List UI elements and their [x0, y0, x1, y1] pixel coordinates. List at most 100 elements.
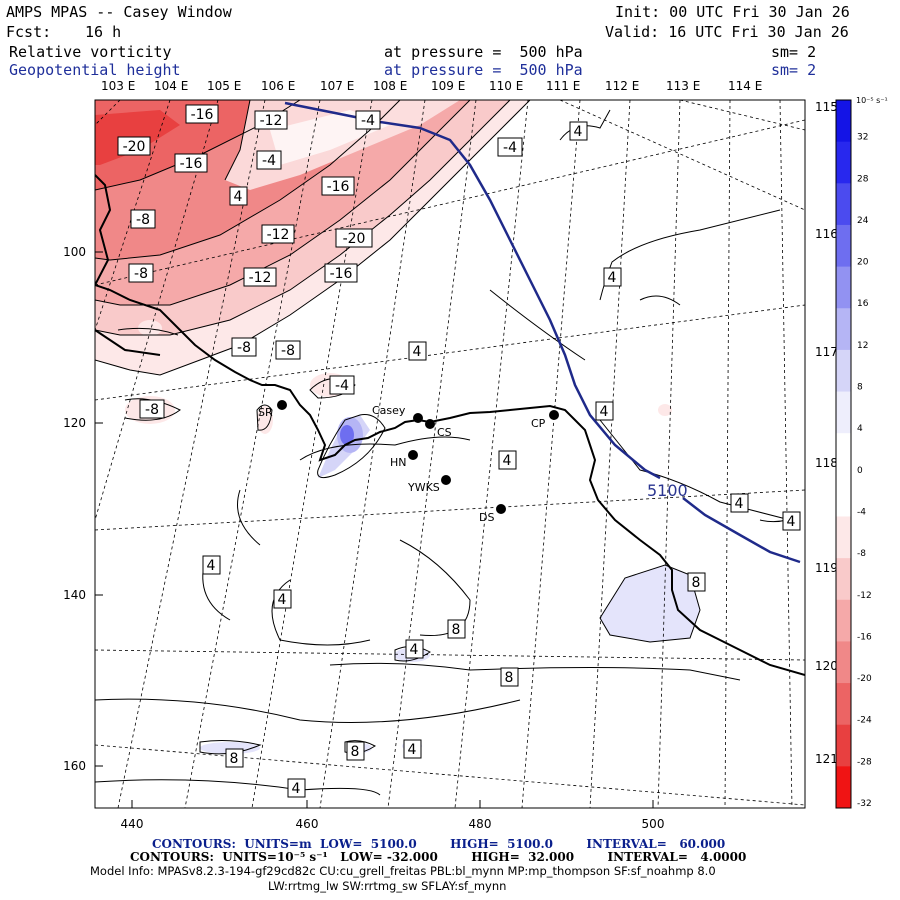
colorbar-label: -24 [857, 716, 872, 726]
contour-label: 8 [500, 667, 519, 687]
colorbar-cell [836, 266, 851, 309]
svg-text:460: 460 [296, 817, 319, 831]
colorbar-labels: 32 28 24 20 16 12 8 4 0 -4 -8 -12 -16 -20 -24 -28 -32 [857, 133, 872, 809]
svg-text:-8: -8 [237, 340, 251, 356]
footer-radiation-info: LW:rrtmg_lw SW:rrtmg_sw SFLAY:sf_mynn [268, 879, 507, 893]
contour-label: 4 [287, 778, 306, 798]
svg-text:4: 4 [735, 496, 744, 512]
colorbar-cell [836, 391, 851, 434]
contour-label: -4 [497, 137, 523, 157]
field2-pressure: at pressure = 500 hPa [384, 61, 583, 79]
field2-name: Geopotential height [9, 61, 181, 79]
colorbar-cells [836, 100, 851, 809]
station-dot-ds [496, 504, 506, 514]
station-dot-cs [425, 419, 435, 429]
colorbar: 10⁻⁵ s⁻¹ 32 28 24 20 16 12 8 4 0 -4 -8 -12 -16 -20 -24… [835, 96, 888, 809]
colorbar-label: -32 [857, 799, 872, 809]
map-title: AMPS MPAS -- Casey Window [6, 3, 232, 21]
colorbar-cell [836, 433, 851, 476]
svg-text:-12: -12 [267, 227, 290, 243]
plot-frame [94, 99, 806, 809]
station-dot-sr [277, 400, 287, 410]
svg-text:120: 120 [63, 416, 86, 430]
contour-label: -12 [243, 267, 277, 287]
contour-label: -8 [139, 399, 165, 419]
colorbar-label: 12 [857, 341, 868, 351]
svg-text:140: 140 [63, 588, 86, 602]
svg-text:-8: -8 [136, 212, 150, 228]
station-label-cp: CP [531, 417, 546, 430]
colorbar-label: 16 [857, 299, 869, 309]
colorbar-label: 0 [857, 466, 863, 476]
contour-label: -20 [335, 228, 373, 248]
svg-text:-8: -8 [134, 266, 148, 282]
contour-label: 8 [225, 748, 244, 768]
svg-text:4: 4 [608, 270, 617, 286]
svg-text:-4: -4 [361, 113, 375, 129]
colorbar-cell [836, 308, 851, 351]
contour-label: -16 [321, 176, 355, 196]
field2-smoothing: sm= 2 [771, 61, 817, 79]
svg-text:104 E: 104 E [154, 79, 188, 93]
station-dot-ywks [441, 475, 451, 485]
svg-text:8: 8 [230, 751, 239, 767]
svg-text:-12: -12 [249, 270, 272, 286]
height-contour-label: 5100 [647, 481, 688, 500]
contour-label: 4 [603, 267, 622, 287]
svg-text:-4: -4 [335, 378, 349, 394]
contour-label: -4 [355, 110, 381, 130]
contour-label: -12 [261, 224, 295, 244]
svg-text:-12: -12 [260, 113, 283, 129]
svg-text:500: 500 [642, 817, 665, 831]
colorbar-label: -4 [857, 507, 866, 517]
svg-text:113 E: 113 E [666, 79, 700, 93]
svg-text:4: 4 [292, 781, 301, 797]
field1-name: Relative vorticity [9, 43, 172, 61]
svg-text:4: 4 [503, 453, 512, 469]
svg-text:-20: -20 [123, 139, 146, 155]
svg-text:4: 4 [787, 514, 796, 530]
contour-label: -4 [329, 375, 355, 395]
svg-text:108 E: 108 E [373, 79, 407, 93]
station-label-sr: SR [258, 406, 273, 419]
svg-text:4: 4 [207, 558, 216, 574]
colorbar-label: -28 [857, 757, 872, 767]
svg-text:110 E: 110 E [489, 79, 523, 93]
svg-text:160: 160 [63, 759, 86, 773]
footer-height-contours: CONTOURS: UNITS=m LOW= 5100.0 HIGH= 5100… [152, 837, 726, 851]
colorbar-cell [836, 100, 851, 143]
svg-text:111 E: 111 E [546, 79, 580, 93]
contour-value-labels: -16 -12 -4 4 -20 -16 -4 -4 -16 4 -8 -12 … [117, 104, 801, 798]
coastline [95, 174, 805, 676]
svg-text:4: 4 [413, 344, 422, 360]
contour-label: 8 [687, 572, 706, 592]
svg-text:107 E: 107 E [320, 79, 354, 93]
svg-text:103 E: 103 E [101, 79, 135, 93]
svg-text:4: 4 [600, 404, 609, 420]
svg-text:-16: -16 [330, 266, 353, 282]
contour-label: 4 [405, 639, 424, 659]
svg-text:4: 4 [408, 742, 417, 758]
map-field [95, 100, 805, 808]
svg-text:100: 100 [63, 245, 86, 259]
contour-label: 8 [346, 741, 365, 761]
init-time: Init: 00 UTC Fri 30 Jan 26 [615, 3, 850, 21]
svg-text:4: 4 [278, 592, 287, 608]
colorbar-label: -20 [857, 674, 872, 684]
svg-text:105 E: 105 E [207, 79, 241, 93]
contour-label: -8 [130, 209, 156, 229]
station-markers: SR Casey CS HN YWKS DS CP [258, 400, 559, 524]
station-label-ds: DS [479, 511, 494, 524]
y-axis-labels: 100 120 140 160 [63, 245, 86, 773]
contour-label: -16 [174, 153, 208, 173]
contour-label: 4 [569, 121, 588, 141]
top-longitude-labels: 103 E 104 E 105 E 106 E 107 E 108 E 109 … [101, 79, 762, 93]
svg-text:109 E: 109 E [431, 79, 465, 93]
svg-text:-8: -8 [145, 402, 159, 418]
colorbar-cell [836, 516, 851, 559]
contour-label: -16 [324, 263, 358, 283]
svg-text:-20: -20 [343, 231, 366, 247]
svg-text:480: 480 [469, 817, 492, 831]
svg-text:4: 4 [410, 642, 419, 658]
